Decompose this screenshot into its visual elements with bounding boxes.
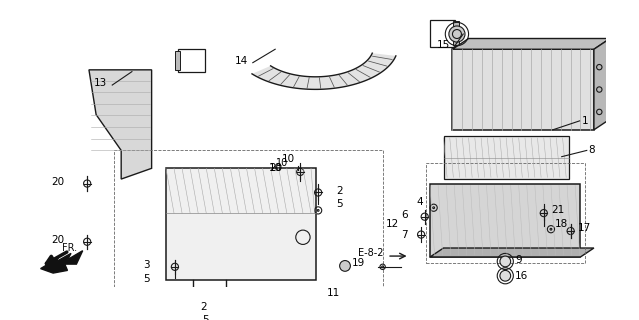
Text: 19: 19: [352, 258, 366, 268]
Text: 2: 2: [200, 302, 206, 312]
Text: 11: 11: [327, 288, 341, 298]
Text: 4: 4: [416, 197, 423, 207]
Text: 14: 14: [235, 56, 249, 66]
Bar: [430, 184, 580, 257]
Bar: [453, 21, 459, 45]
Circle shape: [550, 228, 552, 230]
Text: 18: 18: [555, 219, 568, 229]
Polygon shape: [430, 248, 594, 257]
Text: 10: 10: [276, 158, 289, 168]
Text: 5: 5: [336, 199, 343, 209]
Circle shape: [500, 256, 511, 267]
Bar: [114, 150, 383, 295]
Circle shape: [433, 207, 435, 209]
Bar: [430, 20, 455, 46]
Polygon shape: [452, 38, 610, 49]
Text: E-8-2: E-8-2: [358, 248, 384, 258]
Text: 16: 16: [515, 271, 528, 281]
Bar: [443, 136, 569, 179]
Text: 8: 8: [589, 145, 595, 156]
Text: 12: 12: [385, 219, 399, 229]
Text: 20: 20: [52, 235, 65, 245]
Circle shape: [318, 292, 322, 295]
Polygon shape: [41, 251, 82, 273]
Bar: [166, 168, 316, 280]
Bar: [452, 49, 594, 130]
Text: 20: 20: [269, 163, 282, 173]
Text: 2: 2: [336, 186, 343, 196]
Text: 17: 17: [578, 223, 591, 233]
Circle shape: [381, 266, 383, 268]
Text: 15: 15: [436, 40, 450, 50]
Text: 20: 20: [52, 177, 65, 187]
Circle shape: [340, 260, 350, 271]
Text: 9: 9: [515, 255, 522, 265]
Text: 5: 5: [202, 315, 208, 320]
Circle shape: [317, 210, 319, 211]
Circle shape: [191, 307, 195, 311]
Polygon shape: [594, 38, 610, 130]
Text: 10: 10: [269, 163, 282, 173]
Bar: [178, 49, 205, 72]
Bar: [426, 163, 585, 263]
Text: 21: 21: [551, 204, 564, 214]
Polygon shape: [252, 53, 396, 89]
Bar: [175, 51, 180, 70]
Circle shape: [500, 270, 511, 281]
Text: 3: 3: [143, 260, 150, 270]
Circle shape: [449, 26, 465, 42]
Text: 10: 10: [282, 154, 295, 164]
Text: 7: 7: [401, 229, 408, 240]
Text: 6: 6: [401, 210, 408, 220]
Polygon shape: [89, 70, 151, 179]
Text: 13: 13: [93, 78, 107, 88]
Text: FR.: FR.: [62, 243, 77, 253]
Text: 1: 1: [581, 116, 588, 126]
Text: 5: 5: [143, 274, 150, 284]
